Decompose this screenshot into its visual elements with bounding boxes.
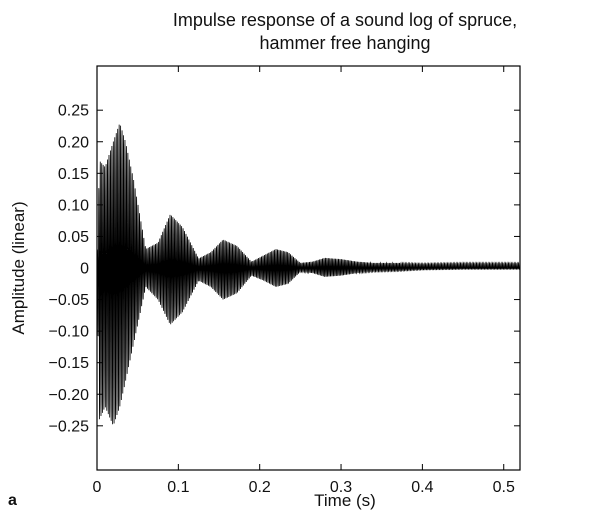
x-tick-label: 0.5 [493,479,515,496]
impulse-response-line [96,124,521,425]
y-tick-label: −0.20 [49,387,90,404]
y-tick-label: −0.10 [49,324,90,341]
y-tick-label: −0.25 [49,418,90,435]
x-axis-label: Time (s) [314,491,376,510]
x-tick-label: 0 [93,479,102,496]
x-tick-label: 0.1 [167,479,189,496]
x-axis-ticks: 0 0.1 0.2 0.3 0.4 0.5 [93,66,515,496]
chart-subtitle: hammer free hanging [259,33,430,53]
signal-series [96,124,521,425]
x-tick-label: 0.4 [411,479,433,496]
y-tick-label: 0.10 [58,197,89,214]
y-tick-label: 0 [80,261,89,278]
y-tick-label: 0.15 [58,166,89,183]
panel-label: a [8,492,17,509]
y-tick-label: 0.05 [58,229,89,246]
y-axis-label: Amplitude (linear) [9,201,28,334]
x-tick-label: 0.3 [330,479,352,496]
chart-title: Impulse response of a sound log of spruc… [173,10,517,30]
y-tick-label: −0.05 [49,292,90,309]
y-tick-label: 0.25 [58,103,89,120]
y-tick-label: 0.20 [58,134,89,151]
y-tick-label: −0.15 [49,355,90,372]
x-tick-label: 0.2 [249,479,271,496]
